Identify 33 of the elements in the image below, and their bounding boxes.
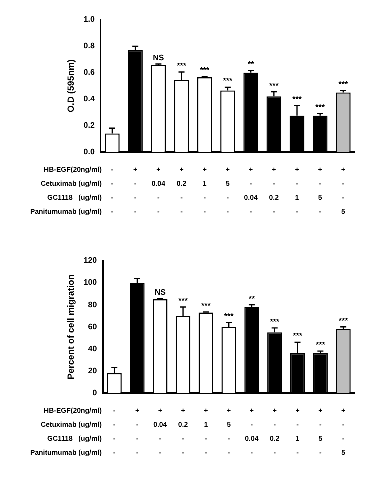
data-label: *** — [270, 317, 280, 326]
data-label: *** — [223, 76, 234, 86]
y-tick-label: 0.6 — [84, 68, 96, 78]
data-label: *** — [293, 332, 304, 341]
data-label: *** — [316, 340, 326, 350]
data-label: *** — [316, 103, 326, 112]
y-tick-label: 20 — [88, 366, 98, 376]
y-tick-label: 0.2 — [84, 120, 96, 130]
data-label: *** — [224, 312, 235, 321]
y-tick-label: 0.8 — [84, 42, 96, 51]
data-label: *** — [292, 95, 303, 104]
data-label: *** — [202, 301, 212, 310]
y-tick-label: 100 — [84, 278, 98, 288]
y-tick-label: 0.4 — [84, 94, 96, 104]
y-tick-label: 0 — [92, 388, 98, 398]
y-tick-label: 60 — [88, 322, 98, 332]
y-tick-label: 40 — [88, 344, 98, 354]
data-label: *** — [178, 296, 189, 306]
data-label: *** — [338, 80, 350, 89]
data-label: ** — [248, 60, 256, 70]
y-axis-title: Percent of cell migration — [66, 274, 76, 380]
data-label: ** — [248, 294, 256, 304]
y-tick-label: 0.0 — [84, 147, 96, 156]
data-label: NS — [154, 288, 167, 298]
y-tick-label: 1.0 — [84, 15, 96, 24]
data-label: NS — [153, 53, 165, 62]
data-label: *** — [177, 61, 188, 70]
data-label: *** — [269, 81, 280, 90]
y-tick-label: 80 — [88, 300, 98, 310]
data-label: *** — [200, 66, 210, 76]
data-label: *** — [338, 316, 350, 326]
y-axis-title: O.D (595nm) — [66, 60, 76, 113]
y-tick-label: 120 — [84, 256, 98, 266]
